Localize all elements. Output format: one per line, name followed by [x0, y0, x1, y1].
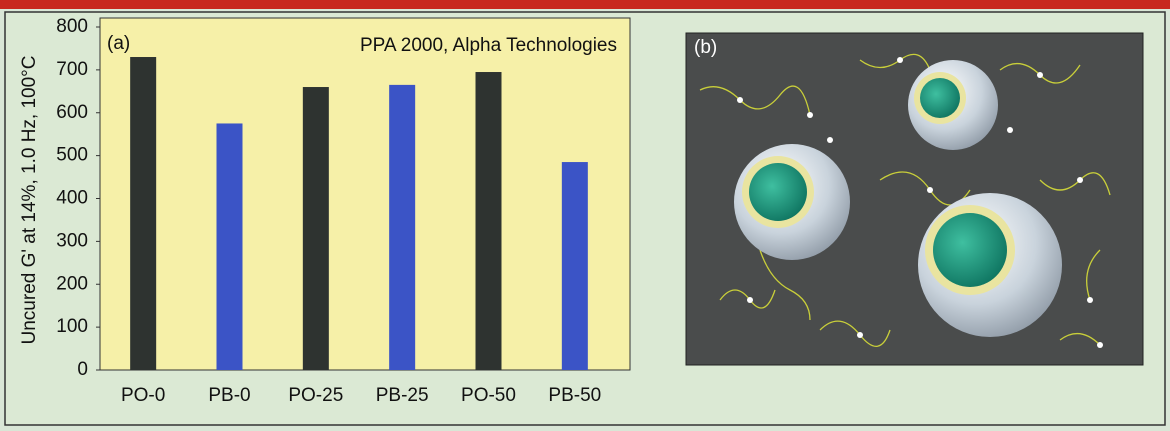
bar — [302, 87, 329, 371]
top-banner — [0, 0, 1170, 9]
y-tick-label: 0 — [77, 359, 88, 380]
bar — [216, 123, 243, 370]
y-tick-label: 500 — [56, 145, 88, 166]
end-groups — [737, 57, 1103, 348]
y-tick-label: 700 — [56, 59, 88, 80]
particle — [908, 60, 998, 150]
panel-label: (a) — [107, 33, 130, 54]
y-tick-label: 100 — [56, 316, 88, 337]
y-tick-label: 300 — [56, 230, 88, 251]
x-tick-label: PB-0 — [208, 385, 250, 406]
particle — [918, 193, 1062, 337]
particle — [734, 144, 850, 260]
x-tick-label: PB-25 — [376, 385, 429, 406]
x-tick-label: PO-50 — [461, 385, 516, 406]
x-tick-label: PB-50 — [548, 385, 601, 406]
bar — [561, 162, 588, 370]
bar — [475, 72, 502, 371]
panel-label: (b) — [694, 37, 717, 58]
y-tick-label: 800 — [56, 16, 88, 37]
illustration: (b) — [685, 32, 1144, 366]
plot-area — [99, 17, 631, 371]
y-tick-label: 400 — [56, 188, 88, 209]
x-tick-label: PO-25 — [288, 385, 343, 406]
y-tick-label: 200 — [56, 273, 88, 294]
bar — [389, 84, 416, 370]
x-tick-label: PO-0 — [121, 385, 165, 406]
y-axis-title: Uncured G' at 14%, 1.0 Hz, 100°C — [19, 56, 40, 345]
y-tick-label: 600 — [56, 102, 88, 123]
annotation: PPA 2000, Alpha Technologies — [360, 35, 617, 56]
bar — [130, 57, 157, 370]
